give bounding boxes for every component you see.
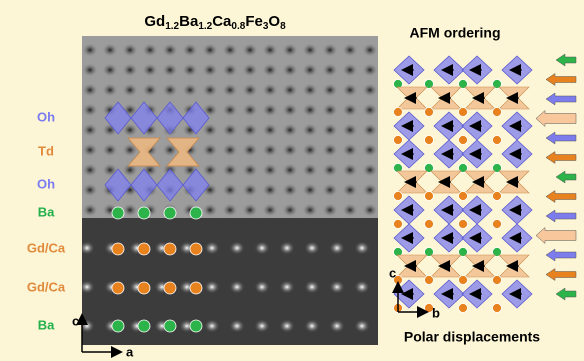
- atom: [459, 304, 468, 313]
- title-part: O: [268, 13, 280, 30]
- atom: [190, 282, 202, 294]
- afm-title: AFM ordering: [410, 25, 501, 41]
- title-part: Ba: [179, 13, 199, 30]
- atom: [190, 243, 202, 255]
- atom: [164, 207, 176, 219]
- title-part: Fe: [245, 13, 263, 30]
- atom: [425, 192, 434, 201]
- atom: [138, 207, 150, 219]
- atom: [459, 276, 468, 285]
- atom: [459, 108, 468, 117]
- title-subscript: 1.2: [165, 21, 179, 32]
- atom: [493, 220, 502, 229]
- atom: [112, 282, 124, 294]
- atom: [425, 108, 434, 117]
- atom: [459, 192, 468, 201]
- atom: [493, 304, 502, 313]
- axis-label: c: [389, 265, 396, 280]
- axis-label: c: [72, 313, 79, 328]
- atom: [138, 282, 150, 294]
- layer-label: Td: [38, 143, 54, 158]
- atom: [394, 108, 403, 117]
- axis-label: a: [126, 344, 134, 359]
- atom: [394, 192, 403, 201]
- title-subscript: 0.8: [231, 21, 245, 32]
- title-subscript: 8: [280, 21, 286, 32]
- atom: [190, 207, 202, 219]
- axis-label: b: [432, 305, 440, 320]
- title-part: Gd: [144, 13, 165, 30]
- layer-label: Oh: [37, 109, 55, 124]
- title-subscript: 1.2: [198, 21, 212, 32]
- atom: [493, 136, 502, 145]
- title-part: Ca: [212, 13, 232, 30]
- atom: [394, 136, 403, 145]
- atom: [112, 320, 124, 332]
- layer-label: Gd/Ca: [27, 240, 66, 255]
- atom: [164, 282, 176, 294]
- atom: [425, 276, 434, 285]
- layer-label: Ba: [38, 317, 55, 332]
- layer-label: Oh: [37, 176, 55, 191]
- atom: [425, 220, 434, 229]
- caption: Polar displacements: [404, 329, 540, 345]
- atom: [112, 207, 124, 219]
- layer-label: Ba: [38, 204, 55, 219]
- atom: [425, 136, 434, 145]
- atom: [138, 320, 150, 332]
- atom: [493, 108, 502, 117]
- atom: [138, 243, 150, 255]
- atom: [493, 276, 502, 285]
- layer-label: Gd/Ca: [27, 279, 66, 294]
- atom: [459, 220, 468, 229]
- stem-image-bottom: [82, 218, 378, 345]
- atom: [164, 320, 176, 332]
- figure: Gd1.2Ba1.2Ca0.8Fe3O8 OhTdOhBaGd/CaGd/CaB…: [0, 0, 584, 361]
- atom: [112, 243, 124, 255]
- atom: [493, 192, 502, 201]
- atom: [164, 243, 176, 255]
- atom: [394, 220, 403, 229]
- atom: [190, 320, 202, 332]
- atom: [459, 136, 468, 145]
